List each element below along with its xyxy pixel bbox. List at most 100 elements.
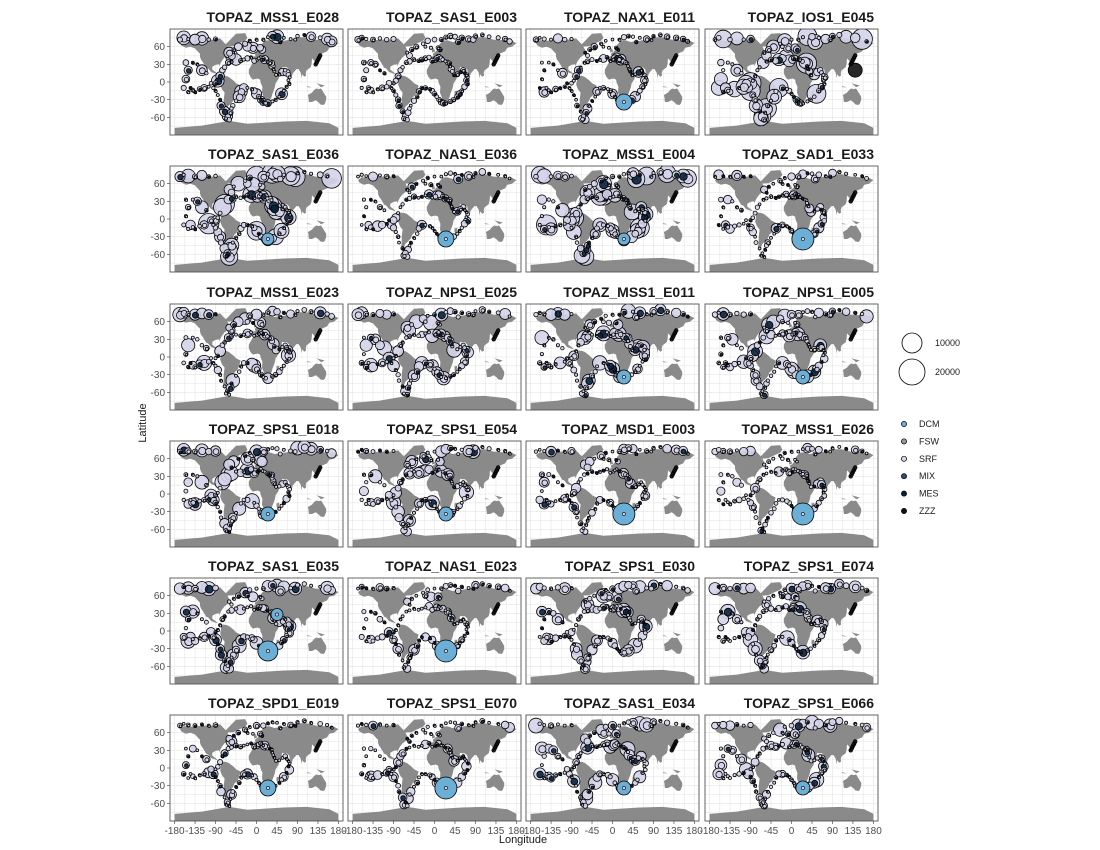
station-point (777, 361, 781, 366)
station-point (452, 622, 457, 627)
station-point (385, 587, 390, 591)
station-point (791, 470, 795, 474)
station-point (459, 207, 463, 212)
station-point (266, 472, 270, 476)
land-polygon (842, 363, 862, 380)
station-point (814, 366, 820, 372)
station-point (607, 183, 611, 187)
panel-title: TOPAZ_SPD1_E019 (208, 695, 339, 711)
station-point (285, 757, 289, 761)
y-tick-label: 60 (154, 591, 166, 602)
station-point (759, 254, 764, 258)
station-point (726, 336, 731, 341)
station-point (721, 365, 726, 370)
land-polygon (358, 313, 410, 353)
panel-title: TOPAZ_SAD1_E033 (742, 146, 874, 162)
station-point (541, 479, 548, 486)
station-point (455, 314, 461, 320)
station-point (190, 637, 195, 642)
station-point (261, 57, 266, 62)
station-point (569, 637, 574, 642)
station-point (218, 624, 223, 628)
y-tick-label: -30 (151, 95, 166, 106)
station-point (662, 168, 673, 180)
station-point (374, 635, 381, 641)
station-point (239, 776, 244, 780)
station-point (195, 474, 200, 479)
station-point (604, 176, 608, 180)
station-point (757, 202, 762, 207)
land-polygon (758, 308, 783, 322)
station-point (188, 772, 193, 776)
station-point (607, 45, 611, 50)
station-point (639, 480, 643, 485)
station-point (548, 174, 554, 179)
station-point (671, 307, 682, 318)
station-point (218, 784, 223, 788)
station-point (651, 171, 656, 176)
station-point (753, 234, 757, 239)
station-point (574, 235, 579, 239)
station-point (459, 447, 464, 452)
station-point (285, 360, 289, 364)
station-point (795, 459, 799, 464)
station-point (204, 584, 214, 594)
station-point (429, 183, 433, 187)
station-point (570, 586, 574, 591)
station-point (601, 44, 606, 49)
station-point (739, 82, 749, 92)
station-point (569, 225, 574, 230)
station-point (768, 510, 774, 516)
station-point (584, 111, 589, 116)
station-point (361, 609, 367, 615)
station-point (278, 777, 284, 783)
land-polygon (248, 60, 280, 103)
station-point (784, 593, 792, 601)
station-point (550, 610, 557, 617)
station-point (751, 368, 755, 373)
station-point (443, 237, 448, 241)
land-polygon (299, 216, 305, 223)
station-point (391, 637, 397, 644)
station-point (795, 586, 802, 593)
station-point (496, 739, 501, 744)
station-point (801, 237, 805, 241)
station-point (407, 190, 412, 195)
station-point (382, 757, 387, 761)
station-point (773, 501, 779, 506)
station-point (378, 449, 382, 453)
station-point (375, 308, 385, 318)
station-point (640, 359, 645, 364)
station-point (542, 365, 547, 370)
land-polygon (477, 491, 483, 498)
y-tick-label: 30 (154, 60, 166, 71)
station-point (759, 392, 764, 396)
station-point (722, 175, 726, 179)
station-point (405, 50, 410, 55)
station-point (636, 619, 641, 623)
station-point (785, 45, 792, 52)
station-point (844, 447, 849, 451)
station-point (545, 498, 549, 503)
station-point (385, 175, 390, 180)
station-point (394, 513, 404, 523)
land-polygon (662, 498, 668, 500)
station-point (572, 642, 576, 647)
station-point (410, 597, 414, 601)
land-polygon (715, 175, 767, 215)
station-point (805, 65, 810, 69)
station-point (594, 637, 601, 645)
map-panel (704, 577, 879, 685)
station-point (552, 475, 556, 479)
station-point (216, 628, 220, 633)
land-polygon (783, 335, 815, 378)
station-point (369, 198, 373, 202)
station-point (602, 469, 606, 473)
station-point (473, 583, 479, 589)
station-point (416, 501, 423, 507)
station-point (396, 235, 401, 239)
station-point (232, 597, 236, 601)
station-point (819, 85, 825, 90)
station-point (180, 84, 187, 91)
station-point (323, 584, 332, 593)
